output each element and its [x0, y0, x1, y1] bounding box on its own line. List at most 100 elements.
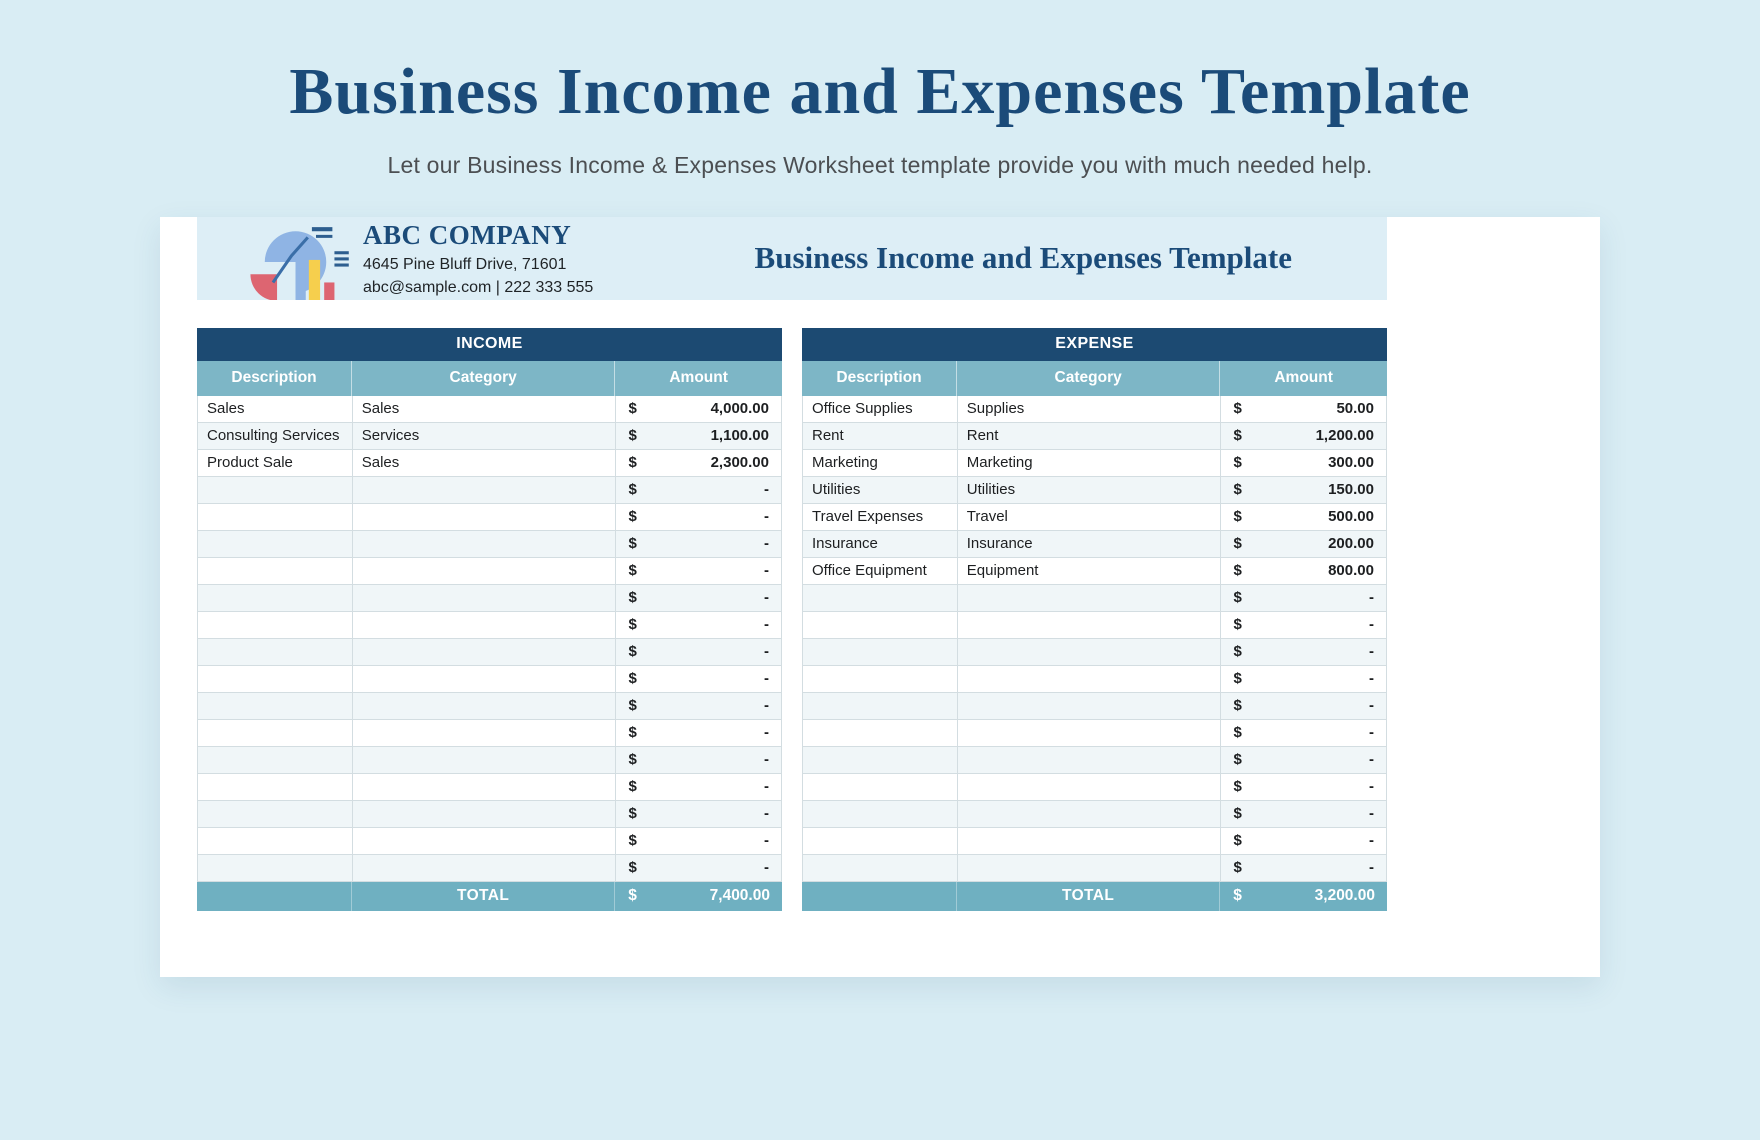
- cell-amount[interactable]: $ -: [1221, 665, 1387, 692]
- cell-category[interactable]: [958, 773, 1221, 800]
- cell-amount[interactable]: $ -: [1221, 611, 1387, 638]
- cell-category[interactable]: [353, 557, 616, 584]
- cell-amount[interactable]: $ -: [616, 719, 782, 746]
- cell-description[interactable]: [198, 611, 353, 638]
- cell-amount[interactable]: $500.00: [1221, 503, 1387, 530]
- cell-amount[interactable]: $300.00: [1221, 449, 1387, 476]
- cell-amount[interactable]: $50.00: [1221, 395, 1387, 422]
- cell-category[interactable]: [353, 611, 616, 638]
- cell-description[interactable]: [803, 665, 958, 692]
- cell-category[interactable]: [353, 746, 616, 773]
- cell-description[interactable]: [198, 503, 353, 530]
- cell-category[interactable]: [958, 827, 1221, 854]
- cell-category[interactable]: [958, 611, 1221, 638]
- cell-category[interactable]: [353, 530, 616, 557]
- cell-category[interactable]: Insurance: [958, 530, 1221, 557]
- cell-description[interactable]: Travel Expenses: [803, 503, 958, 530]
- cell-description[interactable]: [803, 692, 958, 719]
- cell-category[interactable]: [353, 800, 616, 827]
- cell-amount[interactable]: $ -: [616, 557, 782, 584]
- cell-category[interactable]: [958, 638, 1221, 665]
- cell-description[interactable]: [198, 773, 353, 800]
- cell-category[interactable]: Sales: [353, 395, 616, 422]
- cell-amount[interactable]: $ -: [616, 611, 782, 638]
- cell-description[interactable]: Marketing: [803, 449, 958, 476]
- cell-amount[interactable]: $ -: [1221, 746, 1387, 773]
- cell-description[interactable]: Insurance: [803, 530, 958, 557]
- cell-description[interactable]: Utilities: [803, 476, 958, 503]
- cell-category[interactable]: [958, 800, 1221, 827]
- cell-amount[interactable]: $ -: [616, 530, 782, 557]
- cell-amount[interactable]: $ -: [616, 854, 782, 881]
- cell-amount[interactable]: $800.00: [1221, 557, 1387, 584]
- cell-amount[interactable]: $ -: [616, 503, 782, 530]
- cell-description[interactable]: [198, 827, 353, 854]
- cell-amount[interactable]: $ -: [1221, 854, 1387, 881]
- cell-category[interactable]: Equipment: [958, 557, 1221, 584]
- cell-amount[interactable]: $2,300.00: [616, 449, 782, 476]
- cell-category[interactable]: [353, 665, 616, 692]
- cell-description[interactable]: [198, 854, 353, 881]
- cell-category[interactable]: [353, 773, 616, 800]
- cell-category[interactable]: [958, 692, 1221, 719]
- cell-amount[interactable]: $ -: [1221, 692, 1387, 719]
- cell-description[interactable]: [198, 476, 353, 503]
- cell-category[interactable]: [353, 854, 616, 881]
- cell-amount[interactable]: $ -: [616, 665, 782, 692]
- cell-category[interactable]: [958, 854, 1221, 881]
- cell-category[interactable]: [958, 719, 1221, 746]
- cell-description[interactable]: [198, 584, 353, 611]
- cell-description[interactable]: [198, 692, 353, 719]
- cell-amount[interactable]: $ -: [1221, 773, 1387, 800]
- cell-category[interactable]: [353, 638, 616, 665]
- cell-amount[interactable]: $ -: [616, 584, 782, 611]
- cell-category[interactable]: [353, 503, 616, 530]
- cell-description[interactable]: [803, 773, 958, 800]
- cell-description[interactable]: Office Equipment: [803, 557, 958, 584]
- cell-description[interactable]: [803, 746, 958, 773]
- cell-description[interactable]: [198, 638, 353, 665]
- cell-category[interactable]: Marketing: [958, 449, 1221, 476]
- cell-amount[interactable]: $200.00: [1221, 530, 1387, 557]
- cell-category[interactable]: [353, 827, 616, 854]
- cell-amount[interactable]: $ -: [616, 746, 782, 773]
- cell-description[interactable]: [803, 638, 958, 665]
- cell-description[interactable]: [803, 584, 958, 611]
- cell-category[interactable]: Rent: [958, 422, 1221, 449]
- cell-description[interactable]: [198, 530, 353, 557]
- cell-description[interactable]: [803, 800, 958, 827]
- cell-category[interactable]: Services: [353, 422, 616, 449]
- cell-description[interactable]: [198, 719, 353, 746]
- cell-description[interactable]: [803, 611, 958, 638]
- cell-amount[interactable]: $ -: [616, 773, 782, 800]
- cell-amount[interactable]: $1,100.00: [616, 422, 782, 449]
- cell-category[interactable]: Utilities: [958, 476, 1221, 503]
- cell-description[interactable]: Product Sale: [198, 449, 353, 476]
- cell-category[interactable]: [958, 584, 1221, 611]
- cell-amount[interactable]: $150.00: [1221, 476, 1387, 503]
- cell-description[interactable]: [803, 854, 958, 881]
- cell-description[interactable]: Rent: [803, 422, 958, 449]
- cell-category[interactable]: [353, 692, 616, 719]
- cell-category[interactable]: [353, 719, 616, 746]
- cell-description[interactable]: [198, 665, 353, 692]
- cell-amount[interactable]: $1,200.00: [1221, 422, 1387, 449]
- cell-category[interactable]: [353, 476, 616, 503]
- cell-description[interactable]: [803, 719, 958, 746]
- cell-amount[interactable]: $ -: [616, 476, 782, 503]
- cell-description[interactable]: Sales: [198, 395, 353, 422]
- cell-description[interactable]: [803, 827, 958, 854]
- cell-category[interactable]: Travel: [958, 503, 1221, 530]
- cell-category[interactable]: Sales: [353, 449, 616, 476]
- cell-category[interactable]: [958, 746, 1221, 773]
- cell-description[interactable]: [198, 746, 353, 773]
- cell-description[interactable]: [198, 800, 353, 827]
- cell-amount[interactable]: $ -: [1221, 584, 1387, 611]
- cell-amount[interactable]: $ -: [1221, 800, 1387, 827]
- cell-amount[interactable]: $ -: [616, 800, 782, 827]
- cell-category[interactable]: [958, 665, 1221, 692]
- cell-category[interactable]: [353, 584, 616, 611]
- cell-description[interactable]: [198, 557, 353, 584]
- cell-amount[interactable]: $ -: [1221, 638, 1387, 665]
- cell-description[interactable]: Consulting Services: [198, 422, 353, 449]
